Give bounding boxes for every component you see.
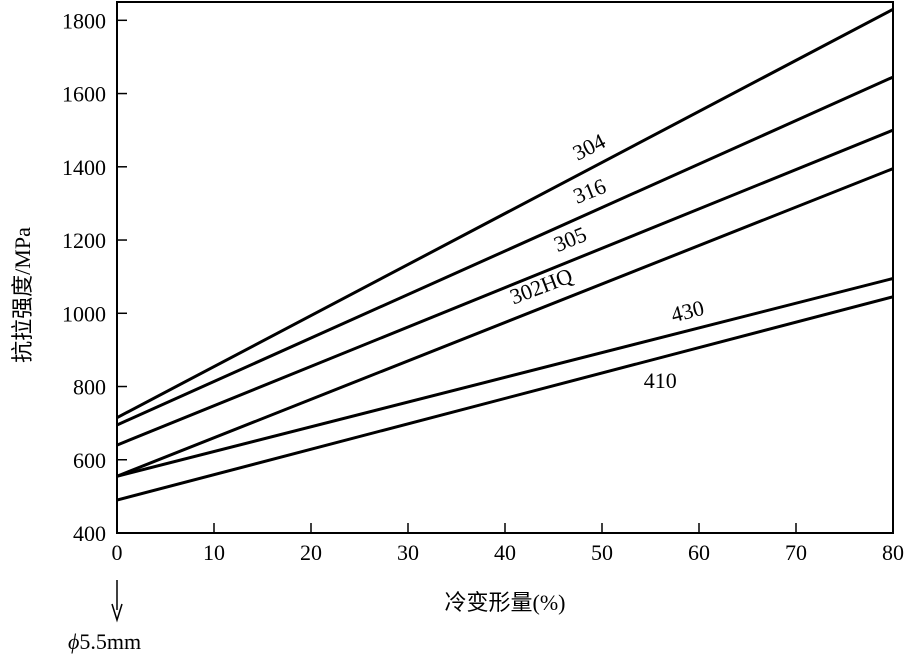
- series-label-316: 316: [570, 173, 610, 209]
- series-label-430: 430: [668, 295, 706, 327]
- annotation-label: ϕ5.5mm: [68, 629, 141, 654]
- series-label-410: 410: [644, 368, 677, 393]
- series-lines: [116, 7, 894, 502]
- x-tick-label: 50: [591, 540, 613, 565]
- x-tick-label: 70: [785, 540, 807, 565]
- x-tick-label: 0: [112, 540, 123, 565]
- y-tick-label: 1600: [62, 82, 106, 107]
- diameter-annotation: ϕ5.5mm: [68, 580, 141, 654]
- y-tick-label: 1000: [62, 301, 106, 326]
- x-axis-ticks: 0 10 20 30 40 50 60 70 80: [112, 523, 904, 565]
- y-tick-label: 1800: [62, 8, 106, 33]
- x-tick-label: 80: [882, 540, 904, 565]
- y-tick-label: 400: [73, 521, 106, 546]
- series-line-304: [116, 7, 894, 419]
- y-tick-label: 800: [73, 375, 106, 400]
- series-line-410: [116, 295, 894, 502]
- x-tick-label: 60: [688, 540, 710, 565]
- x-tick-label: 10: [203, 540, 225, 565]
- series-label-304: 304: [569, 128, 610, 165]
- series-line-316: [116, 75, 894, 427]
- annotation-arrow-head: [111, 603, 123, 623]
- series-line-305: [116, 128, 894, 447]
- x-axis-title: 冷变形量(%): [445, 590, 566, 615]
- y-tick-label: 1200: [62, 228, 106, 253]
- series-line-302hq: [116, 167, 894, 478]
- x-tick-label: 40: [494, 540, 516, 565]
- y-axis-title: 抗拉强度/MPa: [10, 227, 35, 363]
- x-tick-label: 20: [300, 540, 322, 565]
- x-tick-label: 30: [397, 540, 419, 565]
- plot-frame: [116, 1, 894, 534]
- y-axis-ticks: 400 600 800 1000 1200 1400 1600 1800: [62, 8, 127, 546]
- y-tick-label: 1400: [62, 155, 106, 180]
- series-label-302hq: 302HQ: [506, 263, 576, 310]
- series-line-430: [116, 277, 894, 478]
- y-tick-label: 600: [73, 448, 106, 473]
